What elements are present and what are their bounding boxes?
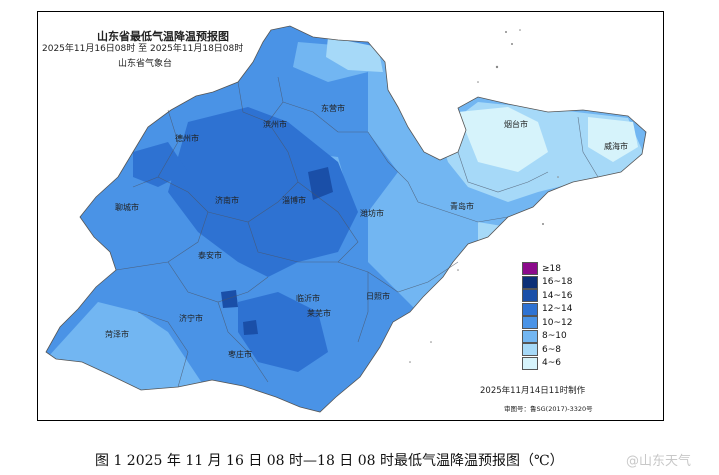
city-label-jinan: 济南市 xyxy=(215,196,239,205)
legend-item: 4~6 xyxy=(522,356,572,371)
city-label-weihai: 威海市 xyxy=(604,142,628,151)
city-label-liaocheng: 聊城市 xyxy=(115,203,139,212)
legend-label: 16~18 xyxy=(542,277,573,288)
coastal-islands xyxy=(409,29,559,363)
legend-label: 12~14 xyxy=(542,304,573,315)
legend-label: 8~10 xyxy=(542,331,567,342)
legend-item: 16~18 xyxy=(522,275,573,290)
city-label-zibo: 淄博市 xyxy=(282,196,306,205)
city-label-binzhou: 滨州市 xyxy=(263,120,287,129)
province-outline xyxy=(45,25,647,413)
map-frame: 山东省最低气温降温预报图 2025年11月16日08时 至 2025年11月18… xyxy=(37,11,664,421)
forecast-period: 2025年11月16日08时 至 2025年11月18日08时 xyxy=(42,44,244,54)
issued-time: 2025年11月14日11时制作 xyxy=(480,386,586,396)
legend-item: 14~16 xyxy=(522,289,572,303)
zone-4-6-weihai xyxy=(588,117,638,162)
temperature-legend: ≥18 16~18 14~16 12~14 10~12 8~10 6~8 4~6 xyxy=(522,262,572,370)
legend-swatch xyxy=(522,275,538,289)
zone-6-8-peninsula xyxy=(478,222,508,247)
legend-swatch xyxy=(522,262,538,276)
legend-swatch xyxy=(522,289,538,303)
zone-14-16-a xyxy=(308,167,333,200)
zone-4-6-yantai xyxy=(458,107,548,172)
city-label-jining: 济宁市 xyxy=(179,314,203,323)
issuer-label: 山东省气象台 xyxy=(118,59,173,69)
legend-swatch xyxy=(522,302,538,316)
map-title: 山东省最低气温降温预报图 xyxy=(97,30,229,43)
legend-item: 6~8 xyxy=(522,343,572,357)
city-borders xyxy=(115,76,599,388)
legend-swatch xyxy=(522,343,538,357)
legend-label: ≥18 xyxy=(542,263,561,274)
zone-12-14-center xyxy=(168,107,358,277)
map-approval-number: 审图号：鲁SG(2017)-3320号 xyxy=(504,405,593,413)
legend-swatch xyxy=(522,329,538,343)
city-label-taian: 泰安市 xyxy=(198,251,222,260)
city-label-heze: 菏泽市 xyxy=(105,330,129,339)
city-label-rizhao: 日照市 xyxy=(366,292,390,301)
zone-14-16-b xyxy=(221,290,238,308)
legend-swatch xyxy=(522,316,538,330)
legend-swatch xyxy=(522,356,538,370)
city-label-dezhou: 德州市 xyxy=(175,134,199,143)
city-label-qingdao: 青岛市 xyxy=(450,202,474,211)
legend-item: 10~12 xyxy=(522,316,572,330)
city-label-weifang: 潍坊市 xyxy=(360,209,384,218)
zone-6-8-yellowriver xyxy=(326,37,383,72)
watermark: @山东天气 xyxy=(626,454,692,469)
legend-label: 14~16 xyxy=(542,290,573,301)
city-label-laiwu: 莱芜市 xyxy=(307,309,331,318)
zone-12-14-south xyxy=(238,292,328,372)
legend-item: 12~14 xyxy=(522,302,573,317)
legend-label: 6~8 xyxy=(542,344,561,355)
figure-caption: 图 1 2025 年 11 月 16 日 08 时—18 日 08 时最低气温降… xyxy=(95,453,564,469)
city-label-linyi: 临沂市 xyxy=(296,294,320,303)
legend-item: 8~10 xyxy=(522,329,572,344)
shandong-temperature-map xyxy=(45,25,647,413)
city-label-zaozhuang: 枣庄市 xyxy=(228,350,252,359)
legend-label: 10~12 xyxy=(542,317,573,328)
zone-12-14-northwest xyxy=(133,142,188,187)
legend-item: ≥18 xyxy=(522,262,572,276)
legend-label: 4~6 xyxy=(542,358,561,369)
city-label-dongying: 东营市 xyxy=(321,104,345,113)
zone-14-16-c xyxy=(243,320,258,335)
city-label-yantai: 烟台市 xyxy=(504,120,528,129)
